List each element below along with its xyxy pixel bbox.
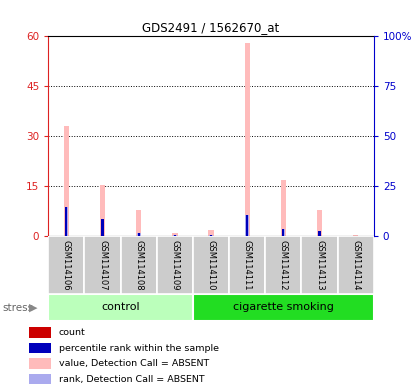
Text: percentile rank within the sample: percentile rank within the sample: [58, 344, 218, 353]
Bar: [246, 215, 248, 236]
Bar: [65, 207, 68, 236]
Bar: [318, 231, 320, 236]
Text: stress: stress: [2, 303, 33, 313]
Text: GSM114114: GSM114114: [351, 240, 360, 290]
Bar: [137, 233, 141, 236]
Text: control: control: [101, 302, 140, 312]
Text: GSM114109: GSM114109: [171, 240, 179, 290]
Bar: [317, 210, 322, 236]
Text: GSM114111: GSM114111: [243, 240, 252, 290]
Bar: [282, 229, 284, 236]
Bar: [174, 235, 176, 236]
Bar: [29, 374, 51, 384]
Bar: [302, 236, 338, 294]
Bar: [265, 236, 302, 294]
Title: GDS2491 / 1562670_at: GDS2491 / 1562670_at: [142, 21, 280, 34]
Bar: [229, 236, 265, 294]
Bar: [245, 215, 249, 236]
Bar: [208, 230, 214, 236]
Text: GSM114110: GSM114110: [207, 240, 215, 290]
Text: count: count: [58, 328, 85, 337]
Bar: [102, 219, 104, 236]
Bar: [48, 294, 193, 321]
Bar: [173, 235, 177, 236]
Text: GSM114113: GSM114113: [315, 240, 324, 290]
Bar: [84, 236, 121, 294]
Text: GSM114108: GSM114108: [134, 240, 143, 290]
Bar: [157, 236, 193, 294]
Bar: [136, 210, 142, 236]
Bar: [193, 294, 374, 321]
Bar: [193, 236, 229, 294]
Bar: [29, 328, 51, 338]
Text: GSM114107: GSM114107: [98, 240, 107, 290]
Bar: [281, 180, 286, 236]
Text: ▶: ▶: [29, 303, 37, 313]
Text: cigarette smoking: cigarette smoking: [233, 302, 334, 312]
Bar: [29, 358, 51, 369]
Bar: [244, 43, 250, 236]
Text: value, Detection Call = ABSENT: value, Detection Call = ABSENT: [58, 359, 209, 368]
Text: GSM114112: GSM114112: [279, 240, 288, 290]
Text: rank, Detection Call = ABSENT: rank, Detection Call = ABSENT: [58, 375, 204, 384]
Bar: [65, 207, 68, 236]
Bar: [209, 235, 213, 236]
Bar: [121, 236, 157, 294]
Bar: [48, 236, 84, 294]
Bar: [210, 235, 212, 236]
Bar: [101, 219, 104, 236]
Bar: [64, 126, 69, 236]
Bar: [138, 233, 140, 236]
Bar: [281, 229, 285, 236]
Bar: [100, 185, 105, 236]
Text: GSM114106: GSM114106: [62, 240, 71, 290]
Bar: [353, 235, 358, 236]
Bar: [338, 236, 374, 294]
Bar: [318, 231, 321, 236]
Bar: [29, 343, 51, 353]
Bar: [172, 233, 178, 236]
